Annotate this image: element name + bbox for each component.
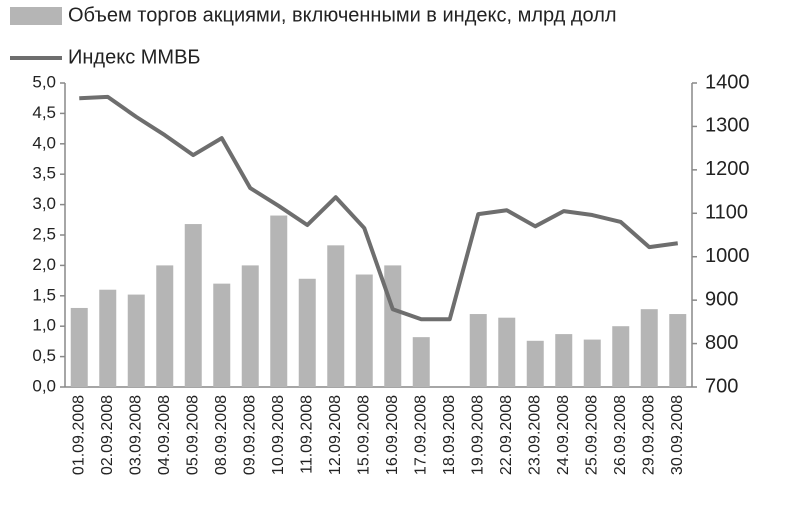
y-tick-label: 0,0: [32, 376, 56, 395]
legend-label: Индекс ММВБ: [68, 46, 201, 68]
bar: [640, 309, 658, 387]
bar: [412, 337, 430, 387]
bar: [99, 289, 117, 387]
x-tick-label: 30.09.2008: [669, 395, 686, 475]
y-tick-label: 3,5: [32, 164, 56, 183]
y2-tick-label: 1300: [705, 115, 750, 137]
y2-tick-label: 1200: [705, 158, 750, 180]
x-tick-label: 16.09.2008: [384, 395, 401, 475]
x-tick-label: 15.09.2008: [355, 395, 372, 475]
bar: [469, 314, 487, 387]
bar: [583, 339, 601, 387]
x-tick-label: 24.09.2008: [555, 395, 572, 475]
y2-tick-label: 700: [705, 375, 738, 397]
legend-swatch: [10, 7, 62, 25]
bar: [213, 283, 231, 387]
y2-tick-label: 1000: [705, 245, 750, 267]
x-tick-label: 04.09.2008: [156, 395, 173, 475]
bar: [669, 314, 687, 387]
bar: [241, 265, 259, 387]
bar: [612, 326, 630, 387]
y-tick-label: 1,0: [32, 316, 56, 335]
y2-tick-label: 1400: [705, 71, 750, 93]
bar: [70, 307, 88, 387]
x-tick-label: 29.09.2008: [640, 395, 657, 475]
x-tick-label: 09.09.2008: [241, 395, 258, 475]
y2-tick-label: 900: [705, 288, 738, 310]
x-tick-label: 22.09.2008: [498, 395, 515, 475]
y-tick-label: 5,0: [32, 72, 56, 91]
x-tick-label: 17.09.2008: [412, 395, 429, 475]
x-tick-label: 19.09.2008: [469, 395, 486, 475]
bar: [355, 274, 373, 387]
y-tick-label: 2,0: [32, 255, 56, 274]
y-tick-label: 3,0: [32, 194, 56, 213]
legend-label: Объем торгов акциями, включенными в инде…: [68, 4, 617, 26]
x-tick-label: 02.09.2008: [99, 395, 116, 475]
x-tick-label: 10.09.2008: [270, 395, 287, 475]
bar: [498, 317, 516, 387]
bar: [127, 294, 145, 387]
bar: [555, 334, 573, 387]
line: [79, 94, 679, 322]
y2-tick-label: 1100: [705, 202, 748, 224]
x-tick-label: 11.09.2008: [298, 395, 315, 474]
x-tick-label: 01.09.2008: [70, 395, 87, 475]
y-tick-label: 2,5: [32, 224, 56, 243]
bar: [298, 278, 316, 387]
bar: [184, 224, 202, 387]
bar: [526, 340, 544, 387]
x-tick-label: 12.09.2008: [327, 395, 344, 475]
y-tick-label: 1,5: [32, 285, 56, 304]
x-tick-label: 18.09.2008: [441, 395, 458, 475]
x-tick-label: 03.09.2008: [127, 395, 144, 475]
x-tick-label: 05.09.2008: [184, 395, 201, 475]
bar: [270, 215, 288, 387]
x-tick-label: 23.09.2008: [526, 395, 543, 475]
y-tick-label: 0,5: [32, 346, 56, 365]
x-tick-label: 25.09.2008: [583, 395, 600, 475]
x-tick-label: 08.09.2008: [213, 395, 230, 475]
y2-tick-label: 800: [705, 332, 738, 354]
y-tick-label: 4,0: [32, 133, 56, 152]
bar: [156, 265, 174, 387]
bar: [327, 245, 345, 387]
x-tick-label: 26.09.2008: [612, 395, 629, 475]
y-tick-label: 4,5: [32, 103, 56, 122]
bar: [384, 265, 402, 387]
